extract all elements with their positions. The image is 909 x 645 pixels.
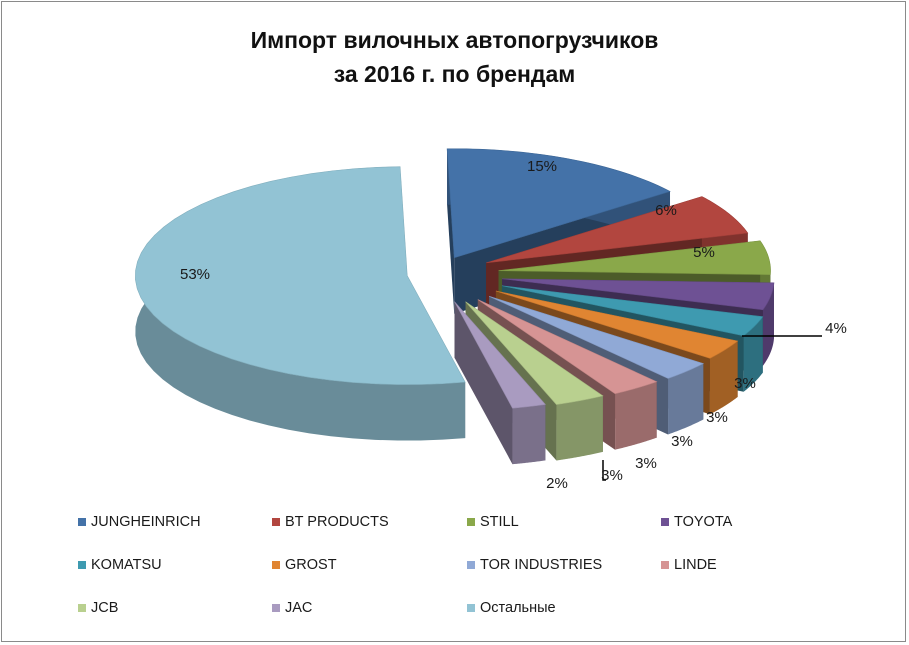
legend-item: KOMATSU [78, 557, 162, 573]
legend-swatch [272, 604, 280, 612]
chart-title-line-1: Импорт вилочных автопогрузчиков [250, 27, 659, 53]
legend-item: JCB [78, 600, 118, 616]
legend-item: TOYOTA [661, 514, 732, 530]
legend-label: JAC [285, 600, 313, 616]
data-label: 3% [671, 433, 693, 450]
legend-label: LINDE [674, 557, 717, 573]
data-label: 4% [825, 320, 847, 337]
pie-slice-jac [454, 301, 546, 465]
legend-item: GROST [272, 557, 337, 573]
legend-swatch [661, 561, 669, 569]
data-label: 3% [706, 409, 728, 426]
legend-label: Остальные [480, 600, 556, 616]
data-label: 6% [655, 202, 677, 219]
data-label: 53% [180, 266, 210, 283]
legend-item: JAC [272, 600, 312, 616]
legend-item: BT PRODUCTS [272, 514, 389, 530]
legend-swatch [78, 518, 86, 526]
legend-item: TOR INDUSTRIES [467, 557, 602, 573]
legend-swatch [467, 518, 475, 526]
legend-item: LINDE [661, 557, 717, 573]
legend-item: Остальные [467, 600, 556, 616]
legend-label: TOR INDUSTRIES [480, 557, 603, 573]
legend-item: STILL [467, 514, 519, 530]
data-label: 3% [601, 467, 623, 484]
legend-swatch [661, 518, 669, 526]
data-label: 3% [734, 375, 756, 392]
data-label: 5% [693, 244, 715, 261]
legend-swatch [272, 561, 280, 569]
data-label: 3% [635, 455, 657, 472]
legend-label: JCB [91, 600, 119, 616]
leader-line [602, 460, 606, 481]
legend-swatch [78, 561, 86, 569]
legend-label: JUNGHEINRICH [91, 514, 201, 530]
chart-title-line-2: за 2016 г. по брендам [333, 61, 576, 87]
legend-swatch [467, 561, 475, 569]
data-label: 15% [527, 158, 557, 175]
data-label: 2% [546, 475, 568, 492]
legend-swatch [272, 518, 280, 526]
legend-swatch [467, 604, 475, 612]
legend-label: BT PRODUCTS [285, 514, 389, 530]
legend-swatch [78, 604, 86, 612]
pie-slice-остальные [135, 166, 466, 441]
legend-label: TOYOTA [674, 514, 733, 530]
legend-label: KOMATSU [91, 557, 162, 573]
legend-label: GROST [285, 557, 337, 573]
legend-item: JUNGHEINRICH [78, 514, 201, 530]
legend-label: STILL [480, 514, 519, 530]
